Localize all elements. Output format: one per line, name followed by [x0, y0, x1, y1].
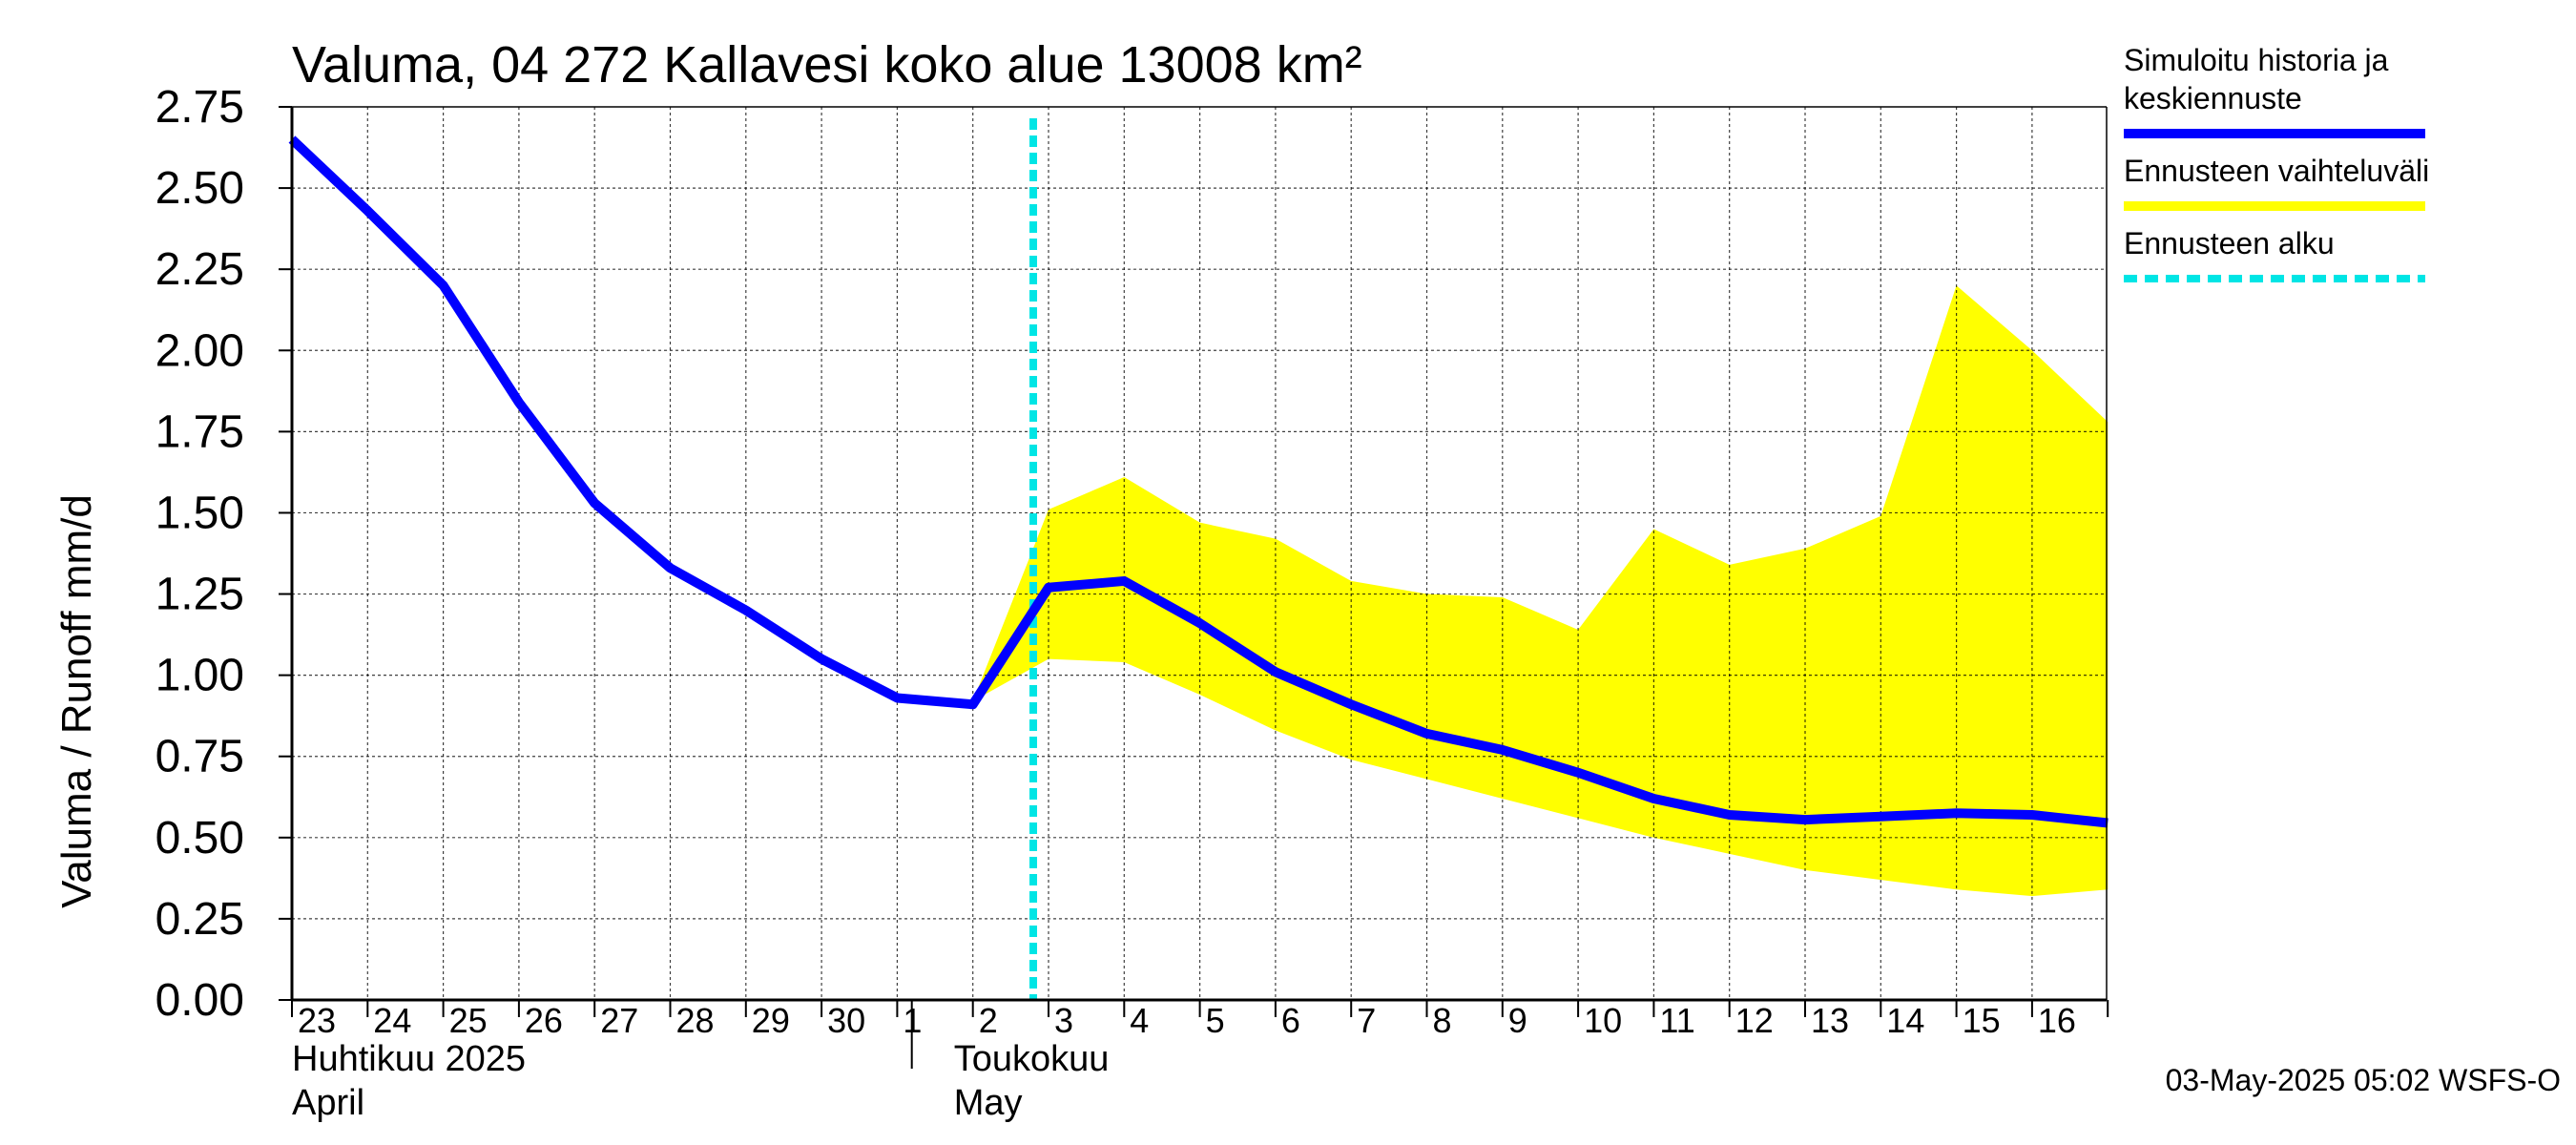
x-tick-label: 6: [1281, 1001, 1300, 1040]
x-tick-label: 8: [1433, 1001, 1452, 1040]
x-tick-label: 10: [1584, 1001, 1622, 1040]
y-tick-label: 0.00: [156, 975, 244, 1026]
legend-label: Ennusteen vaihteluväli: [2124, 154, 2429, 188]
y-tick-label: 2.75: [156, 82, 244, 133]
y-tick-label: 1.50: [156, 488, 244, 538]
y-axis-label: Valuma / Runoff mm/d: [53, 494, 100, 908]
y-tick-label: 0.25: [156, 894, 244, 945]
x-tick-label: 23: [298, 1001, 336, 1040]
x-tick-label: 27: [600, 1001, 638, 1040]
x-tick-label: 30: [827, 1001, 865, 1040]
x-tick-label: 5: [1206, 1001, 1225, 1040]
month-label: Toukokuu: [954, 1039, 1110, 1079]
legend: Simuloitu historia ja keskiennuste Ennuste…: [2124, 43, 2429, 282]
x-tick-label: 15: [1963, 1001, 2001, 1040]
axes-layer: [279, 106, 2109, 1069]
month-label: Huhtikuu 2025: [292, 1039, 526, 1079]
forecast-band-layer: [972, 285, 2109, 897]
x-tick-label: 28: [676, 1001, 715, 1040]
legend-label: keskiennuste: [2124, 81, 2302, 115]
x-tick-label: 16: [2038, 1001, 2076, 1040]
month-label-english: May: [954, 1083, 1023, 1123]
series-layer: [288, 135, 2109, 828]
x-tick-label: 7: [1357, 1001, 1376, 1040]
y-tick-label: 0.50: [156, 813, 244, 864]
y-tick-label: 1.00: [156, 651, 244, 701]
x-tick-label: 29: [752, 1001, 790, 1040]
timestamp-footer: 03-May-2025 05:02 WSFS-O: [2166, 1063, 2561, 1097]
x-tick-label: 26: [525, 1001, 563, 1040]
x-tick-label: 4: [1130, 1001, 1149, 1040]
x-tick-label: 11: [1659, 1001, 1694, 1040]
x-tick-label: 24: [373, 1001, 411, 1040]
x-tick-label: 14: [1886, 1001, 1924, 1040]
labels-layer: 0.00 0.25 0.50 0.75 1.00 1.25 1.50 1.75 2.00 2.25…: [156, 82, 2076, 1123]
x-tick-label: 12: [1735, 1001, 1774, 1040]
y-tick-label: 1.25: [156, 570, 244, 620]
series-line-simulated: [288, 135, 2109, 828]
grid-layer: [292, 107, 2107, 1000]
month-label-english: April: [292, 1083, 364, 1123]
y-tick-label: 0.75: [156, 732, 244, 782]
legend-label: Simuloitu historia ja: [2124, 43, 2389, 77]
x-tick-label: 2: [979, 1001, 998, 1040]
legend-label: Ennusteen alku: [2124, 226, 2335, 260]
y-tick-label: 2.00: [156, 325, 244, 376]
x-tick-label: 3: [1054, 1001, 1073, 1040]
y-tick-label: 2.50: [156, 163, 244, 214]
x-tick-label: 9: [1508, 1001, 1527, 1040]
x-tick-label: 13: [1811, 1001, 1849, 1040]
y-tick-label: 2.25: [156, 244, 244, 295]
x-tick-label: 25: [449, 1001, 488, 1040]
x-tick-label: 1: [903, 1001, 922, 1040]
chart-title: Valuma, 04 272 Kallavesi koko alue 13008…: [292, 36, 1362, 94]
y-tick-label: 1.75: [156, 406, 244, 457]
forecast-range-band: [972, 285, 2109, 897]
